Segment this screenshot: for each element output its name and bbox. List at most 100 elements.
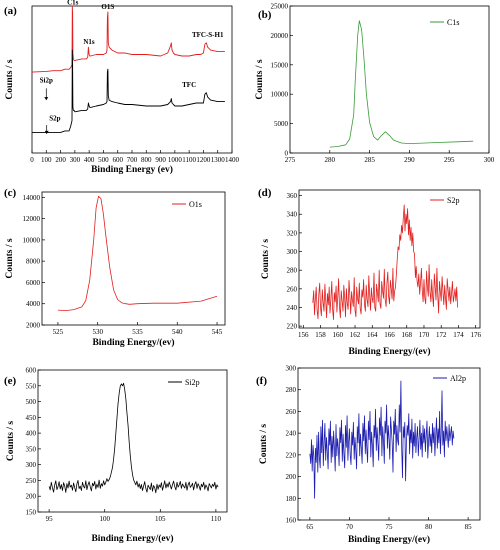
x-axis-label: Binding Energy/(ev) — [348, 534, 430, 545]
x-tick-label: 75 — [386, 523, 394, 531]
y-tick-label: 2000 — [26, 322, 41, 330]
y-tick-label: 5000 — [274, 120, 289, 128]
y-tick-label: 12000 — [23, 215, 41, 223]
panel-label: (f) — [256, 375, 267, 387]
legend-label: C1s — [447, 18, 459, 27]
y-tick-label: 6000 — [26, 279, 41, 287]
y-tick-label: 300 — [26, 461, 37, 469]
y-tick-label: 180 — [286, 495, 297, 503]
x-tick-label: 95 — [46, 515, 54, 523]
y-tick-label: 200 — [26, 493, 37, 501]
x-tick-label: 1400 — [225, 156, 240, 164]
plot-frame — [37, 369, 228, 513]
panel-label: (c) — [4, 187, 17, 199]
x-tick-label: 162 — [350, 331, 361, 339]
x-tick-label: 200 — [55, 156, 66, 164]
x-tick-label: 70 — [346, 523, 354, 531]
peak-annotation: TFC — [182, 81, 196, 89]
y-tick-label: 300 — [286, 365, 297, 373]
x-tick-label: 545 — [212, 328, 223, 336]
y-axis-label: Counts / s — [5, 59, 15, 99]
y-tick-label: 260 — [286, 408, 297, 416]
series-line-al2p — [309, 380, 455, 499]
x-tick-label: 295 — [444, 156, 455, 164]
x-tick-label: 400 — [84, 156, 95, 164]
y-tick-label: 250 — [26, 477, 37, 485]
y-tick-label: 220 — [287, 323, 298, 331]
series-line-o1s — [57, 195, 218, 312]
plot-frame — [41, 191, 226, 326]
y-tick-label: 10000 — [23, 236, 41, 244]
series-line-c1s — [329, 20, 474, 148]
y-tick-label: 15000 — [271, 61, 289, 69]
series-line-si2p — [48, 382, 219, 494]
y-tick-label: 400 — [26, 430, 37, 438]
legend-label: O1s — [189, 200, 202, 209]
x-tick-label: 100 — [41, 156, 52, 164]
x-tick-label: 1200 — [196, 156, 211, 164]
panel-f: 65 70 75 80 85 160 180 200 220 240 260 280 300 Al2p (f… — [256, 365, 481, 545]
panel-a: 0 100 200 300 400 500 600 700 800 900 1000 1100 1200… — [4, 0, 240, 175]
x-tick-label: 100 — [99, 515, 110, 523]
arrow-head-si2p — [44, 97, 49, 101]
panel-b: 275 280 285 290 295 300 0 5000 10000 15000 20000 25… — [255, 3, 495, 165]
y-tick-label: 340 — [287, 211, 298, 219]
peak-annotation: C1s — [67, 0, 79, 7]
x-tick-label: 535 — [132, 328, 143, 336]
x-tick-label: 1300 — [211, 156, 226, 164]
x-tick-label: 800 — [141, 156, 152, 164]
peak-annotation: O1S — [101, 3, 114, 11]
x-tick-label: 0 — [30, 156, 34, 164]
y-axis-label: Counts / s — [5, 238, 15, 278]
y-axis-label: Counts / s — [255, 59, 265, 99]
panel-d: 156 158 160 162 164 166 168 170 172 174 176 220 240 2… — [258, 187, 481, 357]
y-tick-label: 550 — [26, 382, 37, 390]
x-tick-label: 156 — [298, 331, 309, 339]
y-tick-label: 260 — [287, 285, 298, 293]
legend-label: Al2p — [450, 374, 466, 383]
y-tick-label: 10000 — [271, 91, 289, 99]
panel-e: 95 100 105 110 150 200 250 300 350 400 450 500 550 60… — [4, 367, 228, 544]
legend-label: Si2p — [185, 378, 200, 387]
x-tick-label: 85 — [465, 523, 473, 531]
y-tick-label: 350 — [26, 445, 37, 453]
series-line-s2p — [312, 204, 458, 321]
x-tick-label: 525 — [53, 328, 64, 336]
x-tick-label: 80 — [425, 523, 433, 531]
x-tick-label: 110 — [211, 515, 222, 523]
peak-annotation: N1s — [83, 38, 95, 46]
x-tick-label: 65 — [306, 523, 314, 531]
x-tick-label: 166 — [384, 331, 395, 339]
plot-frame — [289, 5, 490, 154]
y-axis-label: Counts / s — [259, 424, 269, 464]
peak-annotation: Si2p — [40, 76, 53, 84]
x-tick-label: 168 — [401, 331, 412, 339]
y-tick-label: 450 — [26, 414, 37, 422]
y-tick-label: 14000 — [23, 194, 41, 202]
x-axis-label: Binding Energy/(ev) — [92, 337, 174, 348]
peak-annotation: TFC-S-H1 — [192, 31, 224, 39]
x-tick-label: 1000 — [168, 156, 183, 164]
y-tick-label: 360 — [287, 192, 298, 200]
y-tick-label: 500 — [26, 398, 37, 406]
y-tick-label: 20000 — [271, 32, 289, 40]
y-axis-label: Counts / s — [6, 421, 16, 461]
y-tick-label: 200 — [286, 473, 297, 481]
x-tick-label: 160 — [333, 331, 344, 339]
x-tick-label: 172 — [436, 331, 447, 339]
y-tick-label: 600 — [26, 367, 37, 375]
x-axis-label: Binding Energy/(ev) — [348, 346, 430, 357]
x-tick-label: 164 — [367, 331, 378, 339]
x-tick-label: 1100 — [182, 156, 196, 164]
x-tick-label: 900 — [155, 156, 166, 164]
x-tick-label: 300 — [484, 156, 495, 164]
y-tick-label: 240 — [286, 430, 297, 438]
y-tick-label: 320 — [287, 229, 298, 237]
arrow-head-s2p — [44, 130, 49, 134]
x-tick-label: 540 — [172, 328, 183, 336]
x-tick-label: 290 — [404, 156, 415, 164]
legend-label: S2p — [447, 196, 459, 205]
x-tick-label: 176 — [470, 331, 481, 339]
x-tick-label: 158 — [315, 331, 326, 339]
